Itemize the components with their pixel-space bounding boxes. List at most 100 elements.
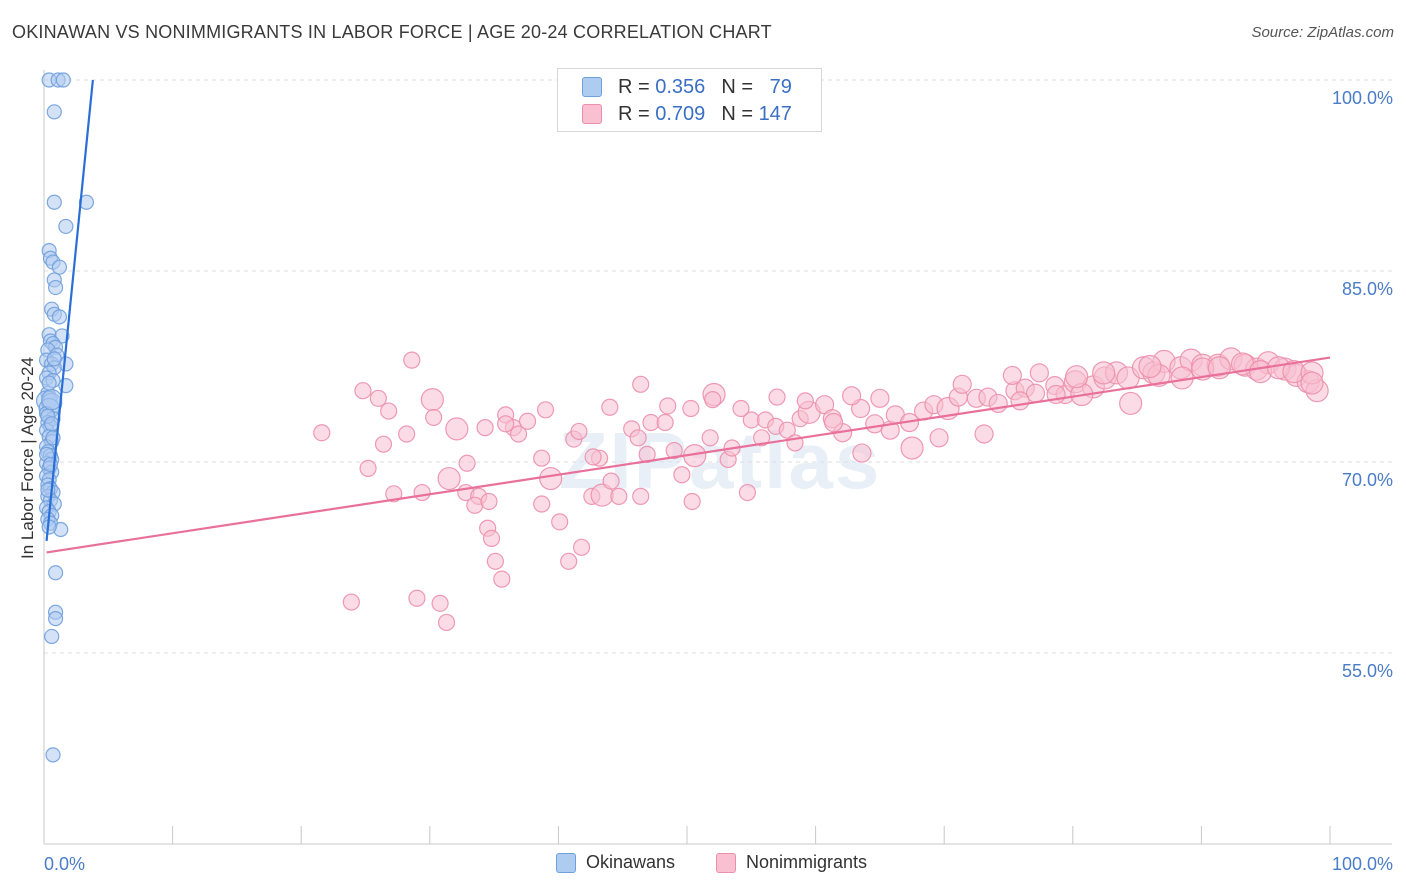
nonimmigrants-point[interactable] — [533, 495, 551, 513]
nonimmigrants-point[interactable] — [673, 466, 691, 484]
nonimmigrants-point[interactable] — [560, 552, 578, 570]
nonimmigrants-point[interactable] — [509, 425, 528, 443]
nonimmigrants-point[interactable] — [952, 374, 972, 394]
nonimmigrants-point[interactable] — [458, 454, 476, 472]
nonimmigrants-point[interactable] — [704, 391, 722, 409]
nonimmigrants-point[interactable] — [929, 428, 949, 448]
okinawans-point[interactable] — [45, 747, 61, 763]
nonimmigrants-point[interactable] — [683, 492, 701, 511]
nonimmigrants-point[interactable] — [533, 449, 551, 467]
nonimmigrants-point[interactable] — [374, 435, 393, 453]
nonimmigrants-point[interactable] — [842, 386, 862, 406]
legend-item-okinawans[interactable]: Okinawans — [556, 852, 675, 873]
nonimmigrants-point[interactable] — [629, 429, 647, 447]
okinawans-point[interactable] — [58, 218, 74, 235]
nonimmigrants-point[interactable] — [900, 436, 924, 460]
nonimmigrants-point[interactable] — [1119, 391, 1143, 416]
nonimmigrants-point[interactable] — [437, 613, 456, 632]
nonimmigrants-point[interactable] — [342, 593, 360, 611]
nonimmigrants-point[interactable] — [1029, 363, 1049, 383]
nonimmigrants-point[interactable] — [539, 466, 563, 491]
nonimmigrants-point[interactable] — [380, 402, 398, 420]
nonimmigrants-point[interactable] — [824, 412, 844, 433]
nonimmigrants-point[interactable] — [408, 589, 426, 607]
nonimmigrants-point[interactable] — [486, 552, 504, 570]
okinawans-point[interactable] — [51, 259, 68, 275]
nonimmigrants-point[interactable] — [974, 424, 994, 444]
nonimmigrants-point[interactable] — [437, 466, 461, 491]
x-tick-label: 100.0% — [1332, 854, 1393, 874]
nonimmigrants-point[interactable] — [1010, 391, 1030, 411]
nonimmigrants-point[interactable] — [752, 429, 771, 447]
okinawans-point[interactable] — [41, 389, 63, 411]
nonimmigrants-point[interactable] — [518, 412, 537, 430]
nonimmigrants-point[interactable] — [480, 492, 498, 511]
okinawans-point[interactable] — [46, 104, 62, 120]
okinawans-point[interactable] — [47, 565, 64, 581]
legend-item-nonimmigrants[interactable]: Nonimmigrants — [716, 852, 867, 873]
nonimmigrants-point[interactable] — [601, 398, 619, 416]
nonimmigrants-point[interactable] — [431, 594, 449, 612]
okinawans-point[interactable] — [46, 351, 62, 367]
okinawans-point[interactable] — [47, 611, 64, 627]
nonimmigrants-point[interactable] — [1065, 365, 1089, 389]
nonimmigrants-point[interactable] — [1092, 361, 1116, 385]
nonimmigrants-point[interactable] — [425, 408, 443, 427]
okinawans-point[interactable] — [55, 72, 71, 88]
nonimmigrants-point[interactable] — [665, 441, 683, 460]
nonimmigrants-point[interactable] — [536, 401, 555, 419]
stats-legend: R = 0.356 N = 79 R = 0.709 N = 147 — [557, 68, 822, 132]
nonimmigrants-point[interactable] — [610, 487, 628, 505]
nonimmigrants-point[interactable] — [466, 496, 484, 514]
okinawans-point[interactable] — [47, 279, 64, 296]
nonimmigrants-point[interactable] — [768, 388, 786, 406]
nonimmigrants-point[interactable] — [738, 483, 757, 502]
nonimmigrants-point[interactable] — [852, 443, 872, 463]
nonimmigrants-point[interactable] — [632, 375, 650, 393]
nonimmigrants-point[interactable] — [385, 485, 403, 503]
nonimmigrants-point[interactable] — [476, 419, 494, 437]
nonimmigrants-point[interactable] — [493, 570, 511, 588]
nonimmigrants-point[interactable] — [682, 399, 700, 418]
nonimmigrants-point[interactable] — [482, 529, 501, 548]
nonimmigrants-point[interactable] — [420, 388, 444, 412]
nonimmigrants-point[interactable] — [413, 483, 431, 502]
nonimmigrants-point[interactable] — [570, 422, 588, 441]
nonimmigrants-point[interactable] — [359, 459, 377, 477]
okinawans-point[interactable] — [44, 416, 60, 432]
okinawans-point[interactable] — [51, 309, 68, 325]
r-label: R = — [618, 102, 650, 125]
nonimmigrants-point[interactable] — [778, 421, 796, 439]
nonimmigrants-point[interactable] — [398, 425, 416, 443]
nonimmigrants-point[interactable] — [313, 424, 331, 442]
nonimmigrants-point[interactable] — [732, 399, 750, 418]
nonimmigrants-point[interactable] — [403, 351, 421, 369]
nonimmigrants-point[interactable] — [1300, 371, 1324, 395]
nonimmigrants-point[interactable] — [551, 513, 569, 531]
okinawans-point[interactable] — [41, 375, 57, 391]
okinawans-trend-line — [45, 79, 94, 542]
nonimmigrants-point[interactable] — [497, 415, 515, 433]
nonimmigrants-point[interactable] — [584, 448, 602, 466]
nonimmigrants-point[interactable] — [659, 397, 677, 415]
nonimmigrants-point[interactable] — [796, 392, 814, 410]
okinawans-n-value: 79 — [769, 75, 792, 98]
nonimmigrants-point[interactable] — [572, 538, 591, 556]
nonimmigrants-point[interactable] — [1002, 365, 1022, 386]
series-legend: Okinawans Nonimmigrants — [0, 852, 1406, 876]
nonimmigrants-point[interactable] — [369, 389, 387, 407]
nonimmigrants-point[interactable] — [602, 472, 620, 490]
nonimmigrants-legend-label: Nonimmigrants — [746, 852, 868, 872]
nonimmigrants-point[interactable] — [632, 487, 650, 505]
nonimmigrants-legend-swatch — [716, 852, 736, 873]
nonimmigrants-point[interactable] — [870, 388, 890, 408]
nonimmigrants-point[interactable] — [1138, 354, 1162, 379]
okinawans-point[interactable] — [44, 628, 60, 645]
nonimmigrants-point[interactable] — [445, 417, 469, 441]
nonimmigrants-point[interactable] — [354, 382, 372, 400]
nonimmigrants-point[interactable] — [638, 445, 656, 463]
okinawans-point[interactable] — [78, 194, 95, 210]
nonimmigrants-point[interactable] — [656, 413, 674, 432]
nonimmigrants-point[interactable] — [701, 429, 719, 447]
okinawans-point[interactable] — [46, 194, 62, 210]
